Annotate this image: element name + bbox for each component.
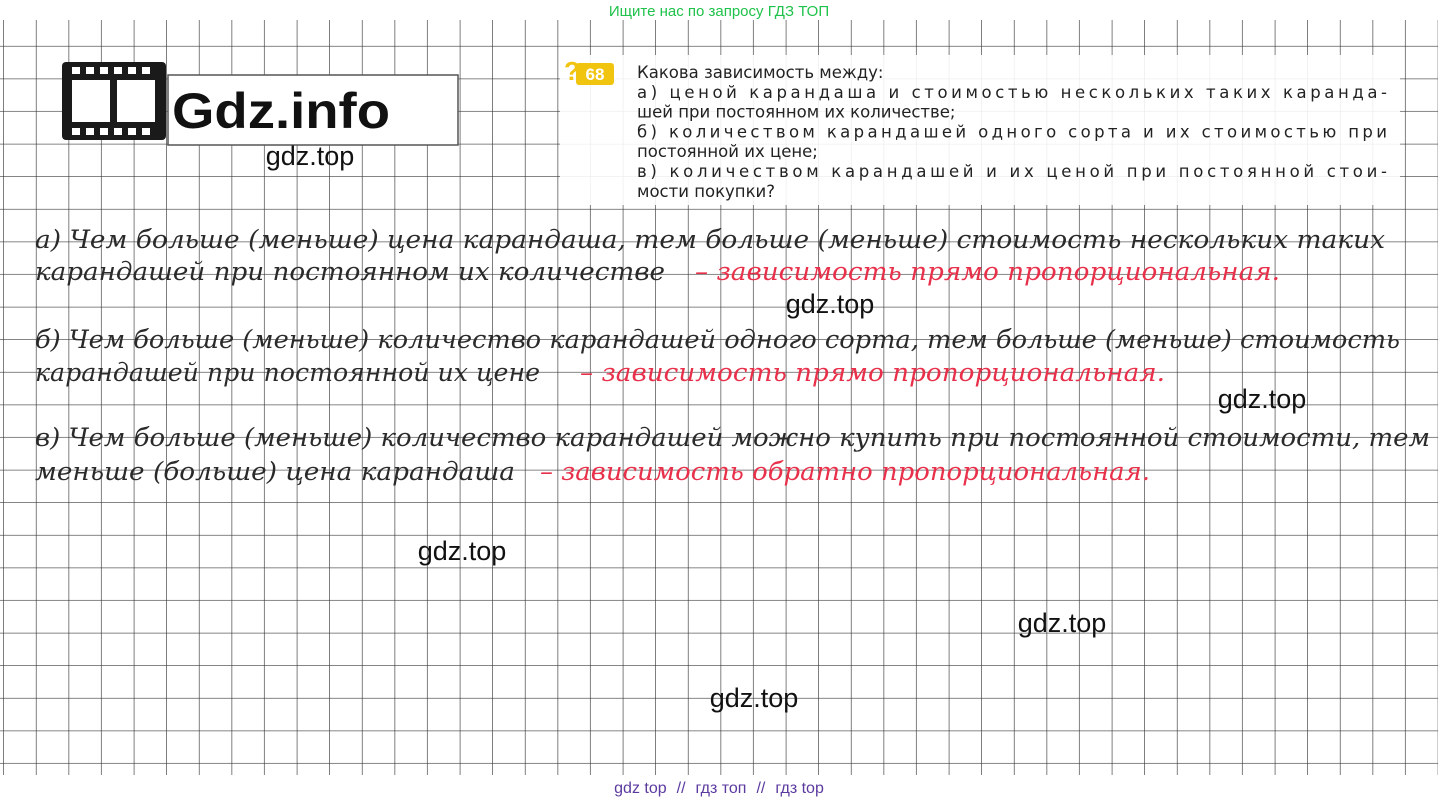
logo: Gdz.info [62,62,459,146]
logo-text[interactable]: Gdz.info [172,83,390,139]
problem: ? 68 Какова зависимость между:а) ценой к… [560,55,1400,205]
watermark: gdz.top [710,683,799,713]
footer-links: gdz top // гдз топ // гдз top [614,780,824,797]
watermark: gdz.top [1218,384,1307,414]
answer-line: а) Чем больше (меньше) цена карандаша, т… [35,225,1385,254]
answer-conclusion: – зависимость обратно пропорциональная. [540,457,1150,486]
problem-number: 68 [586,65,605,84]
footer-separator: // [756,780,765,797]
svg-text:?: ? [564,56,580,86]
problem-line: в) количеством карандашей и их ценой при… [637,162,1387,181]
answer-conclusion: – зависимость прямо пропорциональная. [695,257,1280,286]
header-link[interactable]: Ищите нас по запросу ГДЗ ТОП [609,3,829,20]
answer-line: в) Чем больше (меньше) количество каранд… [35,423,1430,452]
problem-line: мости покупки? [637,182,775,201]
problem-line: шей при постоянном их количестве; [637,103,955,122]
answer-line: б) Чем больше (меньше) количество каранд… [35,325,1400,354]
answer-line: меньше (больше) цена карандаша [35,457,515,486]
footer-link[interactable]: gdz top [614,780,667,797]
answer-line: карандашей при постоянной их цене [35,358,540,387]
watermark: gdz.top [266,141,355,171]
watermark: gdz.top [1018,608,1107,638]
problem-line: б) количеством карандашей одного сорта и… [637,122,1387,141]
answer-line: карандашей при постоянном их количестве [35,257,665,286]
watermark: gdz.top [418,536,507,566]
watermark: gdz.top [786,289,875,319]
footer-separator: // [677,780,686,797]
answer-conclusion: – зависимость прямо пропорциональная. [580,358,1165,387]
problem-line: постоянной их цене; [637,142,818,161]
problem-line: а) ценой карандаша и стоимостью нескольк… [637,83,1387,102]
problem-line: Какова зависимость между: [637,63,884,82]
footer-link[interactable]: гдз топ [696,780,747,797]
footer-link[interactable]: гдз top [775,780,824,797]
